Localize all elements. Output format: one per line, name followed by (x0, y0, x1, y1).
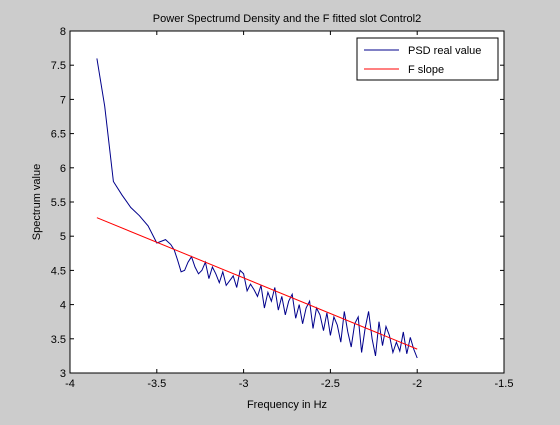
ticks-layer: -4 -3.5 -3 -2.5 -2 -1.5 3 3.5 4 4.5 5 5.5 6 6.5 7 7.5 8 (51, 26, 514, 390)
x-tick-label: -2.5 (321, 378, 340, 390)
y-tick-label: 4 (60, 300, 66, 312)
lines-layer (96, 58, 418, 359)
x-tick-label: -3.5 (147, 378, 166, 390)
x-axis-label: Frequency in Hz (247, 399, 327, 411)
y-axis-label: Spectrum value (31, 164, 43, 240)
y-tick-label: 7 (60, 94, 66, 106)
y-tick-label: 5 (60, 231, 66, 243)
y-tick-label: 3.5 (51, 334, 66, 346)
y-tick-label: 6 (60, 163, 66, 175)
x-tick-label: -2 (412, 378, 422, 390)
legend: PSD real value F slope (356, 37, 499, 81)
axes-background (70, 31, 504, 373)
chart-title: Power Spectrumd Density and the F fitted… (153, 13, 421, 25)
y-tick-label: 8 (60, 26, 66, 38)
y-tick-label: 4.5 (51, 265, 66, 277)
legend-label-fslope: F slope (408, 64, 444, 76)
y-tick-label: 5.5 (51, 197, 66, 209)
x-tick-label: -3 (239, 378, 249, 390)
y-tick-label: 3 (60, 368, 66, 380)
y-tick-label: 6.5 (51, 129, 66, 141)
legend-box (356, 37, 499, 81)
y-tick-label: 7.5 (51, 60, 66, 72)
series-line-0 (96, 58, 418, 359)
x-tick-label: -1.5 (495, 378, 514, 390)
series-line-1 (96, 217, 418, 350)
x-tick-label: -4 (65, 378, 75, 390)
legend-label-psd: PSD real value (408, 45, 481, 57)
